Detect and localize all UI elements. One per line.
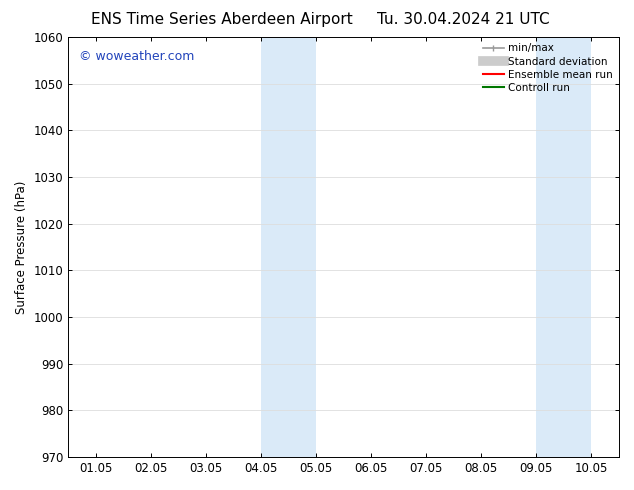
Text: ENS Time Series Aberdeen Airport: ENS Time Series Aberdeen Airport: [91, 12, 353, 27]
Text: © woweather.com: © woweather.com: [79, 50, 195, 63]
Text: Tu. 30.04.2024 21 UTC: Tu. 30.04.2024 21 UTC: [377, 12, 549, 27]
Bar: [261, 37, 316, 457]
Bar: [536, 37, 592, 457]
Legend: min/max, Standard deviation, Ensemble mean run, Controll run: min/max, Standard deviation, Ensemble me…: [479, 39, 617, 97]
Y-axis label: Surface Pressure (hPa): Surface Pressure (hPa): [15, 180, 28, 314]
